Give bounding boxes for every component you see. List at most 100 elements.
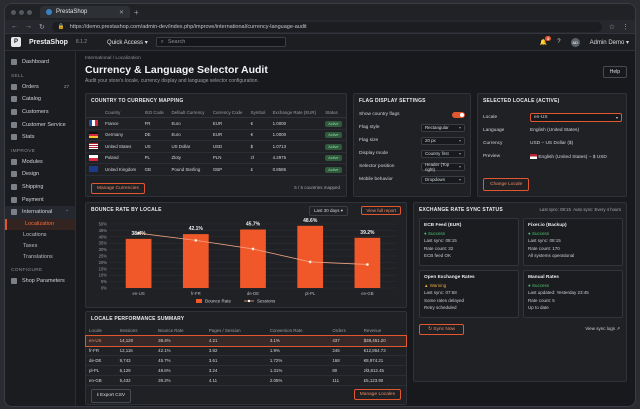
prestashop-logo-icon[interactable]: P — [11, 37, 21, 47]
cell-symbol: $ — [247, 140, 270, 153]
help-button[interactable]: Help — [602, 66, 627, 78]
legend-line-marker — [247, 299, 251, 303]
search-input[interactable]: ⌕ Search — [155, 37, 286, 47]
sidebar-item-stats[interactable]: Stats — [5, 131, 75, 144]
x-tick-label: en-US — [133, 291, 145, 296]
locale-select[interactable]: en-US ▾ — [530, 113, 622, 122]
cell-code: EUR — [209, 117, 248, 130]
show-flags-toggle[interactable] — [452, 111, 465, 118]
address-bar-row: ← → ↻ 🔒 https://demo.prestashop.com/admin… — [5, 20, 635, 34]
main-content: International / Localization Currency & … — [77, 52, 635, 406]
export-csv-button[interactable]: ⭳ Export CSV — [91, 389, 132, 403]
preview-row: Preview English (United States) – $ USD — [478, 150, 626, 163]
manage-locales-button[interactable]: Manage Locales — [353, 389, 401, 400]
change-locale-button[interactable]: Change Locale — [483, 178, 530, 191]
table-cell: €8,974.21 — [360, 355, 406, 366]
sidebar-item-shop-parameters[interactable]: Shop Parameters — [5, 275, 75, 288]
modules-icon — [11, 158, 17, 165]
sidebar-item-orders[interactable]: Orders 27 — [5, 81, 75, 94]
sidebar-subitem-localization[interactable]: Localization — [5, 218, 75, 230]
sidebar-subitem-translations[interactable]: Translations — [23, 254, 53, 261]
manage-currencies-button[interactable]: Manage Currencies — [91, 183, 145, 194]
table-cell: 3.1% — [266, 335, 330, 346]
table-row[interactable]: en-GB 5,432 39.2% 4.11 2.05% 111 £5,123.90 — [86, 375, 406, 386]
table-row[interactable]: de-DE 9,743 45.7% 3.61 1.72% 168 €8,974.21 — [86, 355, 406, 366]
url-field[interactable]: 🔒 https://demo.prestashop.com/admin-dev/i… — [51, 21, 602, 32]
back-icon[interactable]: ← — [11, 23, 18, 30]
y-tick-label: 10% — [99, 273, 108, 278]
sidebar-item-catalog[interactable]: Catalog — [5, 93, 75, 106]
table-cell: zł3,812.45 — [360, 365, 406, 376]
browser-menu-icon[interactable]: ⋮ — [622, 23, 629, 31]
sidebar-subitem-taxes[interactable]: Taxes — [23, 243, 38, 250]
column-header: Currency Code — [209, 108, 248, 118]
table-cell: 111 — [329, 375, 361, 386]
cell-country: United States — [101, 140, 142, 153]
status-line: Rate count: 5 — [528, 297, 555, 303]
setting-select[interactable]: Country first — [421, 149, 465, 158]
column-header: Pages / Session — [205, 326, 267, 336]
status-text: Warning — [429, 282, 447, 288]
table-row[interactable]: France FR Euro EUR €1.0000 Active — [86, 117, 346, 130]
table-row[interactable]: United States US US Dollar USD $1.0713 Active — [86, 140, 346, 153]
cell-country: France — [101, 117, 142, 130]
sidebar-item-shipping[interactable]: Shipping — [5, 181, 75, 194]
table-cell: 39.2% — [155, 375, 206, 386]
table-row[interactable]: Germany DE Euro EUR €1.0000 Active — [86, 129, 346, 141]
table-row[interactable]: United Kingdom GB Pound Sterling GBP £0.8586… — [86, 163, 346, 176]
view-sync-logs-link[interactable]: View sync logs ↗ — [585, 326, 620, 332]
period-select[interactable]: Last 30 days ▾ — [308, 206, 348, 216]
browser-tab[interactable]: PrestaShop ✕ — [40, 6, 130, 18]
table-row[interactable]: fr-FR 12,116 42.1% 3.82 1.9% 246 €12,854.73 — [86, 345, 406, 356]
status-badge: Active — [325, 166, 342, 173]
table-row[interactable]: pl-PL 6,129 48.6% 3.24 1.31% 80 zł3,812.45 — [86, 365, 406, 376]
breadcrumb[interactable]: International / Localization — [85, 56, 141, 61]
bounce-rate-card: BOUNCE RATE BY LOCALE Last 30 days ▾ Vie… — [85, 202, 407, 308]
avatar[interactable]: AD — [570, 37, 580, 47]
sidebar-item-customer-service[interactable]: Customer Service — [5, 118, 75, 131]
notification-bell-icon[interactable]: 🔔 2 — [539, 35, 552, 46]
forward-icon[interactable]: → — [25, 23, 32, 30]
table-row[interactable]: en-US 14,120 38.4% 4.21 3.1% 437 $38,451.20 — [85, 334, 407, 347]
data-label: 39.2% — [360, 230, 375, 236]
sidebar-section-configure: CONFIGURE — [11, 267, 43, 273]
setting-label: Flag size — [359, 138, 379, 143]
column-header: Revenue — [360, 326, 406, 336]
help-circle-icon[interactable]: ? — [557, 39, 561, 45]
sidebar-item-customers[interactable]: Customers — [5, 106, 75, 119]
design-icon — [11, 171, 17, 178]
new-tab-icon[interactable]: + — [134, 7, 139, 17]
sidebar-item-modules[interactable]: Modules — [5, 156, 75, 169]
table-cell: 437 — [329, 335, 361, 346]
legend-label: Bounce Rate — [205, 299, 232, 304]
view-full-report-button[interactable]: View full report — [361, 206, 401, 215]
setting-select[interactable]: Header (Top right) — [421, 162, 465, 172]
flag-setting-row: Mobile behavior Dropdown — [354, 173, 470, 186]
sync-now-button[interactable]: ↻ Sync Now — [419, 324, 464, 335]
cell-currency: Pound Sterling — [168, 163, 210, 176]
table-cell: $38,451.20 — [360, 335, 406, 346]
column-header: Locale — [86, 326, 117, 336]
column-header: Country — [101, 108, 142, 118]
bookmark-star-icon[interactable]: ☆ — [608, 23, 615, 31]
window-controls[interactable] — [11, 9, 32, 15]
sidebar-item-dashboard[interactable]: Dashboard — [5, 56, 75, 69]
sidebar-item-international[interactable]: International ⌃ — [5, 205, 75, 219]
table-cell: en-GB — [86, 375, 117, 386]
table-row[interactable]: Poland PL Zloty PLN zł 4.2975 Active — [86, 152, 346, 164]
setting-select[interactable]: 20 px — [421, 136, 465, 145]
browser-window: PrestaShop ✕ + ← → ↻ 🔒 https://demo.presta… — [4, 3, 636, 407]
reload-icon[interactable]: ↻ — [39, 23, 45, 31]
table-cell: €12,854.73 — [360, 345, 406, 356]
close-tab-icon[interactable]: ✕ — [118, 9, 124, 16]
table-cell: 12,116 — [116, 345, 156, 356]
sessions-point — [308, 260, 312, 264]
sidebar-item-payment[interactable]: Payment — [5, 193, 75, 206]
setting-select[interactable]: Dropdown — [421, 175, 465, 184]
setting-label: Flag style — [359, 125, 380, 130]
sidebar-item-design[interactable]: Design — [5, 168, 75, 181]
sidebar-subitem-locations[interactable]: Locations — [23, 232, 47, 239]
setting-select[interactable]: Rectangular — [421, 123, 465, 132]
quick-access-menu[interactable]: Quick Access ▾ — [107, 39, 148, 46]
user-menu[interactable]: Admin Demo ▾ — [589, 39, 629, 46]
